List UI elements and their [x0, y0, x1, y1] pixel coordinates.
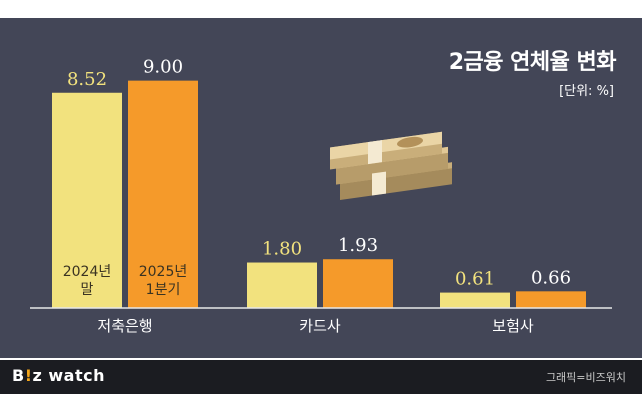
logo-rest: z watch [32, 366, 105, 385]
logo-mark: ! [24, 366, 33, 385]
footer-bar: B!z watch 그래픽=비즈워치 [0, 360, 642, 394]
bar-0-0 [52, 92, 122, 308]
category-label-1: 카드사 [299, 317, 341, 335]
chart-title: 2금융 연체율 변화 [448, 50, 617, 75]
bar-1-0 [247, 262, 317, 308]
series-inline-label-0-0: 2024년 [63, 264, 112, 280]
value-label-2-1: 0.66 [531, 267, 571, 288]
value-label-2-0: 0.61 [455, 269, 495, 290]
value-label-0-0: 8.52 [67, 69, 107, 90]
series-inline-label-0-1: 말 [81, 282, 94, 298]
logo-b: B [12, 366, 25, 385]
bar-0-1 [128, 80, 198, 308]
bar-2-1 [516, 291, 586, 308]
unit-label: [단위: %] [559, 84, 614, 99]
value-label-1-1: 1.93 [338, 235, 378, 256]
value-label-0-1: 9.00 [143, 57, 183, 78]
graphic-credit: 그래픽=비즈워치 [545, 371, 626, 384]
bar-1-1 [323, 259, 393, 308]
series-inline-label-1-1: 1분기 [146, 282, 181, 298]
money-bundle-icon [330, 131, 452, 201]
value-label-1-0: 1.80 [262, 239, 302, 260]
bar-2-0 [440, 292, 510, 308]
category-label-2: 보험사 [492, 317, 534, 335]
bizwatch-logo: B!z watch [12, 366, 105, 385]
category-label-0: 저축은행 [97, 317, 152, 335]
series-inline-label-1-0: 2025년 [139, 264, 188, 280]
